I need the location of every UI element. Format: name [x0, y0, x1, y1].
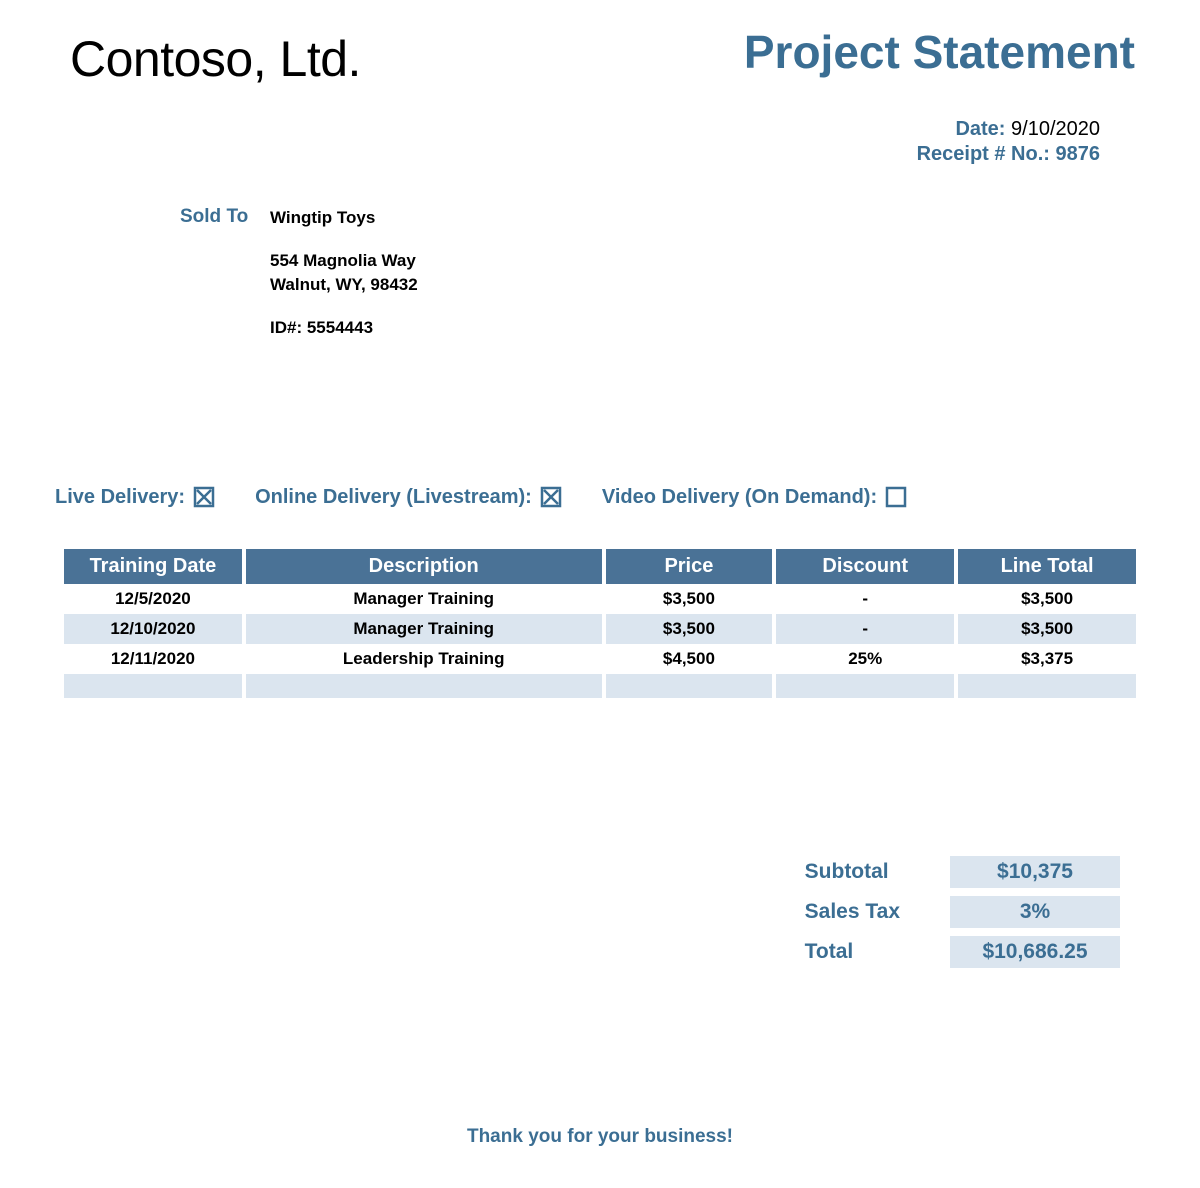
sold-to-city: Walnut, WY, 98432 [270, 273, 418, 298]
receipt-label: Receipt # No.: [917, 143, 1050, 165]
cell-discount: - [776, 614, 954, 644]
online-delivery-checkbox[interactable] [540, 486, 562, 508]
cell-desc: Manager Training [246, 584, 602, 614]
sold-to-id: ID#: 5554443 [270, 316, 418, 341]
cell-desc: Leadership Training [246, 644, 602, 674]
table-row: 12/11/2020Leadership Training$4,50025%$3… [64, 644, 1136, 674]
table-row: 12/5/2020Manager Training$3,500-$3,500 [64, 584, 1136, 614]
totals-table: Subtotal $10,375 Sales Tax 3% Total $10,… [805, 848, 1120, 976]
receipt-value: 9876 [1056, 143, 1101, 165]
col-header-description: Description [246, 549, 602, 584]
sold-to-section: Sold To Wingtip Toys 554 Magnolia Way Wa… [180, 206, 1140, 341]
col-header-discount: Discount [776, 549, 954, 584]
cell-price: $3,500 [606, 584, 773, 614]
meta-block: Date: 9/10/2020 Receipt # No.: 9876 [60, 118, 1100, 166]
table-header-row: Training Date Description Price Discount… [64, 549, 1136, 584]
cell-total: $3,375 [958, 644, 1136, 674]
total-value: $10,686.25 [950, 936, 1120, 968]
cell-discount: 25% [776, 644, 954, 674]
video-delivery-checkbox[interactable] [885, 486, 907, 508]
online-delivery-label: Online Delivery (Livestream): [255, 486, 532, 509]
cell-price: $4,500 [606, 644, 773, 674]
sold-to-label: Sold To [180, 206, 270, 341]
cell-date: 12/10/2020 [64, 614, 242, 644]
subtotal-label: Subtotal [805, 856, 950, 888]
line-items-table: Training Date Description Price Discount… [60, 549, 1140, 698]
col-header-line-total: Line Total [958, 549, 1136, 584]
cell-total: $3,500 [958, 614, 1136, 644]
table-row-blank [64, 674, 1136, 698]
cell-desc: Manager Training [246, 614, 602, 644]
company-name: Contoso, Ltd. [70, 30, 361, 88]
cell-discount: - [776, 584, 954, 614]
live-delivery-label: Live Delivery: [55, 486, 185, 509]
tax-value: 3% [950, 896, 1120, 928]
document-title: Project Statement [744, 25, 1135, 79]
sold-to-name: Wingtip Toys [270, 206, 418, 231]
cell-date: 12/11/2020 [64, 644, 242, 674]
table-row: 12/10/2020Manager Training$3,500-$3,500 [64, 614, 1136, 644]
cell-date: 12/5/2020 [64, 584, 242, 614]
footer-message: Thank you for your business! [60, 1126, 1140, 1148]
sold-to-street: 554 Magnolia Way [270, 249, 418, 274]
date-value: 9/10/2020 [1011, 118, 1100, 140]
tax-label: Sales Tax [805, 896, 950, 928]
live-delivery-checkbox[interactable] [193, 486, 215, 508]
subtotal-value: $10,375 [950, 856, 1120, 888]
total-label: Total [805, 936, 950, 968]
cell-price: $3,500 [606, 614, 773, 644]
col-header-date: Training Date [64, 549, 242, 584]
cell-total: $3,500 [958, 584, 1136, 614]
delivery-options: Live Delivery: Online Delivery (Livestre… [55, 486, 1140, 509]
date-label: Date: [955, 118, 1005, 140]
col-header-price: Price [606, 549, 773, 584]
video-delivery-label: Video Delivery (On Demand): [602, 486, 877, 509]
